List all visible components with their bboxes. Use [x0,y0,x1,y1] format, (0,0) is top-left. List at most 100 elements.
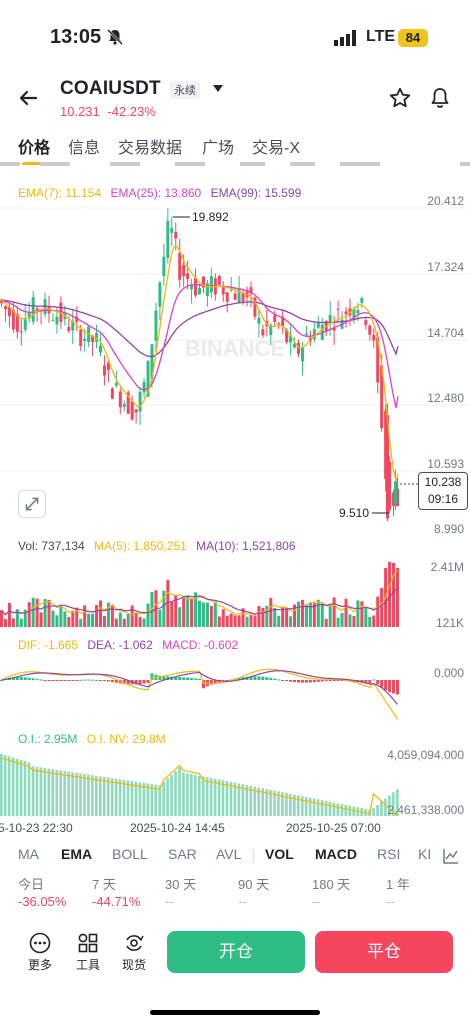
macd-zero-label: 0.000 [433,666,464,680]
perf-label-1y: 1 年 [386,877,410,892]
y-label-2: 17.324 [427,260,464,274]
tab-square[interactable]: 广场 [202,140,235,157]
network-type: LTE [366,28,396,45]
ema25-value: EMA(25): 13.860 [110,186,202,200]
tools-button[interactable]: 工具 [70,932,106,973]
fullscreen-button[interactable] [18,490,46,518]
macd-dif-value: DIF: -1.665 [18,638,79,652]
signal-icon [334,30,356,46]
spot-swap-icon [126,935,144,951]
vol-y-bottom: 121K [435,616,464,630]
bell-off-icon [107,29,123,45]
spot-button[interactable]: 现货 [116,932,152,973]
interval-selector-row [0,162,470,166]
y-label-3: 14.704 [427,326,464,340]
perf-value-90d: -- [238,894,247,909]
ind-tab-kdj[interactable]: KI [418,846,432,862]
price-change: -42.23% [107,104,156,119]
tab-price[interactable]: 价格 [18,140,51,157]
home-indicator [150,1010,320,1015]
section-tabs: 价格 信息 交易数据 广场 交易-X [0,134,470,165]
active-tab-indicator [22,162,42,165]
oi-y-top: 4,059,094.000 [387,748,464,762]
perf-label-90d: 90 天 [238,877,270,892]
battery-indicator: 84 [398,29,428,47]
indicator-divider [253,849,254,863]
bottom-action-bar: 更多 工具 现货 开仓 平仓 [0,924,470,1024]
indicator-tabs: MA EMA BOLL SAR AVL VOL MACD RSI KI [0,846,470,866]
price-line: 10.231 -42.23% [60,104,160,119]
price-alert-bell-icon[interactable] [428,86,452,110]
spot-label: 现货 [121,958,146,972]
y-label-6: 8.990 [433,522,464,536]
binance-watermark: BINANCE [185,336,285,361]
expand-icon [25,497,39,511]
vol-ma10-value: MA(10): 1,521,806 [196,539,296,553]
performance-row: 今日 -36.05% 7 天 -44.71% 30 天 -- 90 天 -- 1… [0,874,470,914]
macd-chart [0,668,399,720]
close-position-button[interactable]: 平仓 [315,931,453,973]
tools-grid-icon [78,933,98,953]
ema99-value: EMA(99): 15.599 [210,186,302,200]
oi-nv-value: O.I. NV: 29.8M [86,732,166,746]
back-arrow-icon[interactable] [16,86,40,110]
status-bar: 13:05 LTE 84 [0,0,470,70]
x-label-2: 2025-10-24 14:45 [130,821,225,835]
oi-y-bottom: 2,461,338.000 [387,803,464,817]
y-label-4: 12.480 [427,391,464,405]
ema-legend: EMA(7): 11.154 EMA(25): 13.860 EMA(99): … [18,186,307,200]
status-time: 13:05 [50,26,102,48]
x-label-1: 5-10-23 22:30 [0,821,73,835]
candle-countdown: 09:16 [427,492,459,506]
volume-chart [0,561,399,627]
more-dots-icon [29,932,51,954]
perf-value-30d: -- [165,894,174,909]
indicator-settings-icon[interactable] [442,847,460,865]
perf-value-180d: -- [312,894,321,909]
perf-label-180d: 180 天 [312,877,351,892]
perf-label-30d: 30 天 [165,877,197,892]
favorite-star-icon[interactable] [388,86,412,110]
ind-tab-ma[interactable]: MA [18,846,39,862]
time-axis: 5-10-23 22:30 2025-10-24 14:45 2025-10-2… [0,821,470,837]
y-label-1: 20.412 [427,194,464,208]
volume-value: Vol: 737,134 [18,539,85,553]
vol-ma5-value: MA(5): 1,850,251 [94,539,187,553]
ind-tab-ema[interactable]: EMA [61,846,93,862]
tab-trade-x[interactable]: 交易-X [252,140,301,157]
ind-tab-macd[interactable]: MACD [315,846,357,862]
open-interest-chart [0,754,399,816]
candlestick-chart[interactable]: BINANCE 19.892 9.510 [0,200,470,532]
more-button[interactable]: 更多 [22,932,58,973]
ind-tab-avl[interactable]: AVL [216,846,242,862]
low-price-label: 9.510 [339,506,369,520]
macd-hist-value: MACD: -0.602 [162,638,239,652]
ind-tab-boll[interactable]: BOLL [112,846,148,862]
tab-info[interactable]: 信息 [68,140,101,157]
y-label-5: 10.593 [427,457,464,471]
perf-value-1y: -- [386,894,395,909]
pair-symbol[interactable]: COAIUSDT [60,78,161,99]
perf-label-7d: 7 天 [92,877,116,892]
contract-type-tag: 永续 [170,81,200,99]
volume-legend: Vol: 737,134 MA(5): 1,850,251 MA(10): 1,… [18,539,302,553]
ind-tab-vol[interactable]: VOL [265,846,294,862]
ema7-value: EMA(7): 11.154 [18,186,102,200]
open-position-button[interactable]: 开仓 [167,931,305,973]
pair-header: COAIUSDT 永续 10.231 -42.23% [0,72,470,124]
ind-tab-sar[interactable]: SAR [168,846,197,862]
oi-value: O.I.: 2.95M [18,732,78,746]
oi-legend: O.I.: 2.95M O.I. NV: 29.8M [18,732,172,746]
macd-dea-value: DEA: -1.062 [87,638,153,652]
perf-label-today: 今日 [18,877,45,892]
tools-label: 工具 [75,958,100,972]
x-label-3: 2025-10-25 07:00 [286,821,381,835]
caret-down-icon[interactable] [212,84,224,94]
ind-tab-rsi[interactable]: RSI [377,846,401,862]
last-price-box: 10.238 09:16 [418,472,468,510]
tab-trading-data[interactable]: 交易数据 [118,140,183,157]
high-price-label: 19.892 [192,210,229,224]
macd-legend: DIF: -1.665 DEA: -1.062 MACD: -0.602 [18,638,244,652]
perf-value-7d: -44.71% [92,894,141,909]
perf-value-today: -36.05% [18,894,67,909]
